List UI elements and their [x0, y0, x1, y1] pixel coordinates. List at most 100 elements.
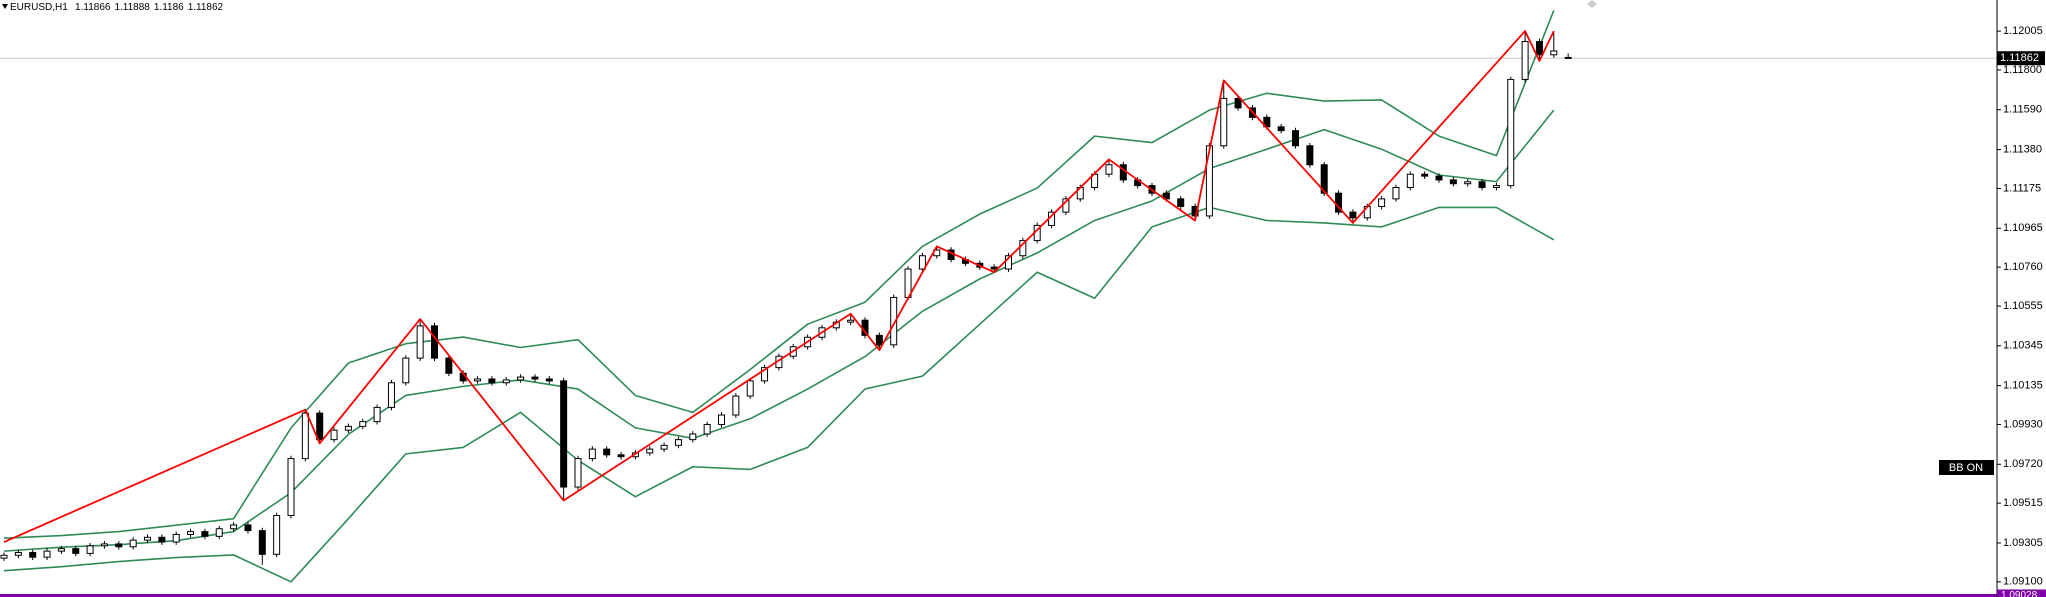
candle-body [718, 414, 725, 425]
candle-body [1177, 198, 1185, 207]
candle-body [761, 367, 769, 382]
candle-body [1550, 50, 1558, 56]
candle-body [674, 439, 682, 446]
band-upper [3, 10, 1555, 540]
candle-body [1191, 205, 1199, 217]
candle-body [1406, 173, 1414, 188]
candle-body [646, 448, 654, 454]
candle-body [1320, 164, 1328, 194]
candle-body [517, 376, 525, 381]
alert-label-box [1997, 589, 2046, 597]
candle-body [387, 382, 395, 408]
y-tick-label: 1.09305 [2003, 537, 2043, 549]
candle-body [129, 539, 137, 548]
header-close: 1.11862 [188, 2, 224, 13]
candle-body [187, 531, 195, 535]
candle-body [287, 458, 295, 516]
y-tick-label: 1.11800 [2003, 64, 2042, 76]
menu-arrow[interactable] [2, 4, 8, 9]
candle-body [1464, 181, 1472, 185]
candle-body [316, 412, 324, 441]
candle-body [57, 548, 65, 552]
candle-body [158, 536, 166, 543]
bb-button[interactable] [1939, 460, 1994, 475]
candle-body [847, 319, 855, 323]
candle-body [689, 433, 697, 441]
candle-body [1220, 97, 1228, 147]
y-tick-label: 1.09100 [2003, 576, 2043, 588]
header-low: 1.1186 [154, 2, 184, 13]
y-tick-label: 1.10135 [2003, 380, 2043, 392]
candle-body [1306, 145, 1314, 166]
candle-body [588, 448, 596, 460]
candle-body [373, 406, 381, 423]
candle-body [1277, 126, 1285, 132]
candle-body [273, 514, 281, 555]
candle-body [1478, 181, 1486, 188]
candle-body [545, 378, 553, 382]
candle-body [890, 296, 898, 346]
candle-body [502, 379, 510, 384]
candle-body [746, 380, 754, 397]
symbol: EURUSD,H1 [10, 2, 68, 13]
candle-body [875, 334, 883, 346]
candle-body [344, 425, 352, 431]
candle-body [474, 378, 482, 382]
candle-body [0, 554, 8, 559]
candle-body [531, 376, 539, 380]
candle-body [1435, 175, 1443, 181]
candle-body [1521, 41, 1529, 80]
candle-body [1535, 41, 1543, 56]
candle-body [416, 325, 424, 359]
y-tick-label: 1.11380 [2003, 143, 2042, 155]
candle-body [72, 548, 80, 554]
candle-body [43, 550, 51, 558]
y-tick-label: 1.09720 [2003, 458, 2043, 470]
candle-body [703, 423, 711, 435]
candle-body [14, 551, 22, 556]
band-lower [3, 206, 1555, 583]
zigzag [3, 30, 1555, 543]
candle-body [990, 266, 998, 270]
candle-body [660, 444, 668, 450]
candle-body [258, 530, 266, 555]
candle-body [402, 357, 410, 384]
candle-body [732, 395, 740, 416]
candle-body [1349, 211, 1357, 219]
candle-body [918, 255, 926, 270]
candle-body [574, 458, 582, 488]
y-tick-label: 1.11175 [2003, 182, 2041, 194]
chart-header: EURUSD,H1 1.11866 1.11888 1.1186 1.11862 [10, 2, 224, 13]
candle-body [215, 528, 223, 537]
header-open: 1.11866 [75, 2, 111, 13]
candle-body [359, 421, 367, 427]
candle-body [617, 454, 625, 458]
candle-body [172, 533, 180, 543]
candle-body [560, 380, 568, 488]
candle-body [29, 551, 37, 558]
y-tick-label: 1.09930 [2003, 418, 2043, 430]
header-high: 1.11888 [114, 2, 150, 13]
candle-body [1234, 97, 1242, 109]
marker-diamond [1587, 0, 1597, 8]
candle-body [1492, 185, 1500, 188]
candle-body [1162, 192, 1170, 200]
candle-body [144, 536, 151, 541]
y-tick-label: 1.10965 [2003, 222, 2043, 234]
candle-body [1507, 78, 1515, 187]
plot-area [0, 10, 1997, 597]
bb-button-label[interactable]: BB ON [1949, 462, 1983, 474]
y-tick-label: 1.09515 [2003, 497, 2043, 509]
candle-body [1105, 164, 1113, 175]
candle-body [1421, 173, 1429, 177]
current-price-box [1997, 51, 2045, 66]
candle-body [244, 524, 252, 532]
y-tick-label: 1.10760 [2003, 261, 2043, 273]
candle-body [1005, 255, 1012, 270]
candle-body [230, 524, 238, 530]
candle-body [330, 429, 338, 441]
current-price-label: 1.11862 [2000, 52, 2039, 64]
candle-body [201, 531, 209, 537]
